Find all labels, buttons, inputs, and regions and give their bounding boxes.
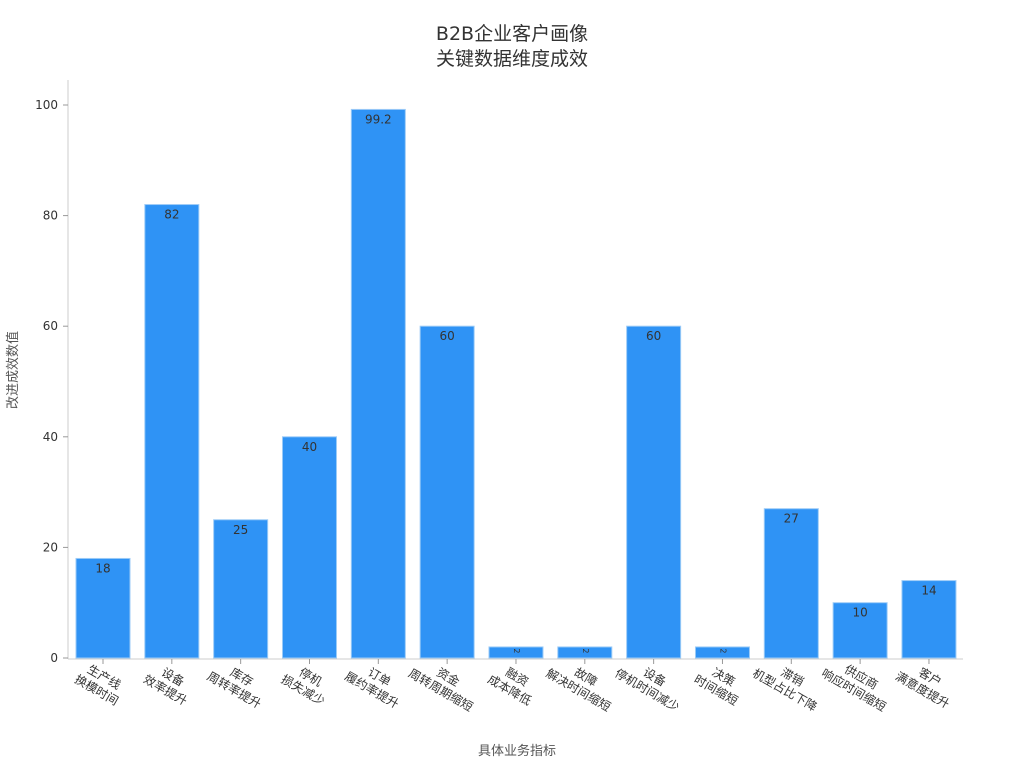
- bar: [488, 646, 544, 659]
- bar: [901, 580, 957, 659]
- data-label: 27: [784, 512, 799, 526]
- data-label: 10: [852, 606, 867, 620]
- bar: [350, 108, 406, 659]
- data-label: 2: [581, 648, 590, 653]
- bar: [626, 325, 682, 659]
- bar: [419, 325, 475, 659]
- y-tick-label: 80: [43, 209, 58, 223]
- y-tick-label: 20: [43, 540, 58, 554]
- data-label: 60: [646, 329, 661, 343]
- data-label: 2: [718, 648, 727, 653]
- data-label: 18: [95, 561, 110, 575]
- chart-title-line2: 关键数据维度成效: [436, 48, 588, 70]
- bar: [763, 508, 819, 659]
- data-label: 40: [302, 440, 317, 454]
- bar: [213, 519, 269, 659]
- bar: [694, 646, 750, 659]
- data-label: 25: [233, 523, 248, 537]
- data-label: 14: [921, 584, 936, 598]
- y-tick-label: 100: [35, 98, 58, 112]
- data-label: 82: [164, 208, 179, 222]
- bar: [281, 436, 337, 659]
- y-tick-label: 40: [43, 430, 58, 444]
- bar: [75, 557, 131, 659]
- y-tick-label: 0: [50, 651, 58, 665]
- chart-title-line1: B2B企业客户画像: [436, 23, 588, 45]
- data-label: 2: [512, 648, 521, 653]
- data-label: 99.2: [365, 112, 392, 126]
- bar: [832, 602, 888, 659]
- data-label: 60: [440, 329, 455, 343]
- y-tick-label: 60: [43, 319, 58, 333]
- x-axis-label: 具体业务指标: [478, 743, 556, 759]
- bar: [144, 204, 200, 659]
- y-axis-label: 改进成效数值: [5, 331, 21, 409]
- bar: [557, 646, 613, 659]
